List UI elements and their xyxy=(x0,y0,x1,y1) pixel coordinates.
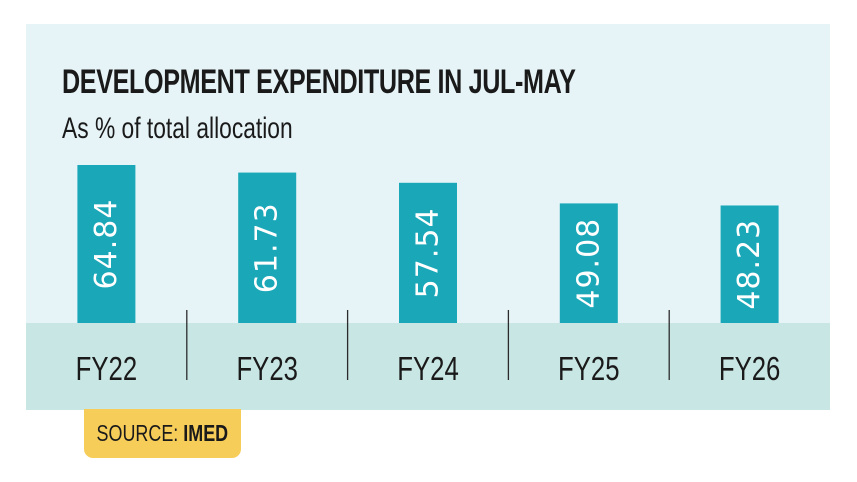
category-axis-band xyxy=(26,323,830,410)
bar-fy26 xyxy=(720,205,779,323)
bar-value-label: 48.23 xyxy=(732,219,767,310)
bar-fy25 xyxy=(559,203,618,323)
bar-value-label: 61.73 xyxy=(250,202,285,293)
bars-group: 64.84 61.73 57.54 49.08 48.23 xyxy=(77,165,779,323)
bar-value-label: 64.84 xyxy=(89,199,124,290)
category-label: FY23 xyxy=(236,351,297,388)
category-label: FY26 xyxy=(719,351,780,388)
source-badge: SOURCE: IMED xyxy=(84,409,241,458)
category-label: FY24 xyxy=(397,351,458,388)
bar-fy24 xyxy=(399,182,457,323)
bar-value-label: 57.54 xyxy=(411,207,446,298)
source-prefix: SOURCE: xyxy=(96,420,184,446)
bar-fy22 xyxy=(77,165,136,323)
category-label: FY22 xyxy=(76,351,137,388)
bar-fy23 xyxy=(238,172,297,323)
category-label: FY25 xyxy=(558,351,619,388)
bar-value-label: 49.08 xyxy=(571,218,606,309)
chart-title: DEVELOPMENT EXPENDITURE IN JUL-MAY xyxy=(62,63,576,101)
category-labels: FY22 FY23 FY24 FY25 FY26 xyxy=(76,351,781,388)
chart-subtitle: As % of total allocation xyxy=(62,112,293,145)
source-name: IMED xyxy=(183,420,229,446)
category-dividers xyxy=(186,310,670,380)
